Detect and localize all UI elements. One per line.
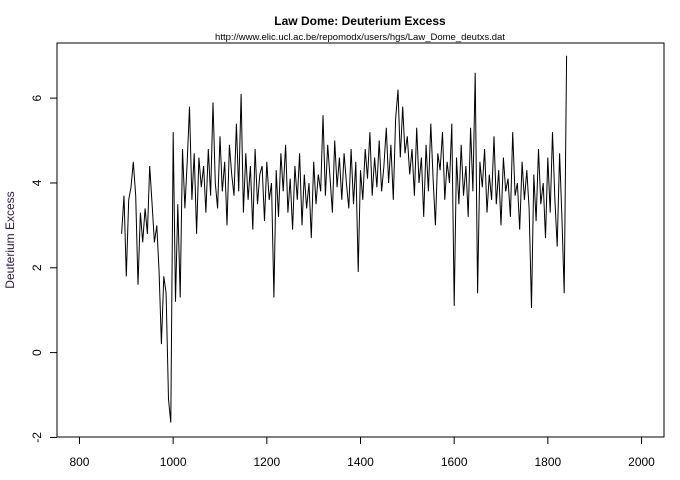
x-tick-label: 2000 [628, 455, 655, 469]
x-axis: 800 1000 1200 1400 1600 1800 2000 [69, 436, 655, 469]
y-tick-label: 4 [30, 179, 44, 186]
x-tick-label: 1200 [253, 455, 280, 469]
chart-title: Law Dome: Deuterium Excess [274, 14, 446, 28]
y-tick-label: 2 [30, 264, 44, 271]
plot-box [56, 42, 665, 438]
x-tick-label: 800 [69, 455, 89, 469]
series-line [121, 55, 568, 423]
y-tick-label: 6 [30, 94, 44, 101]
y-axis: -2 0 2 4 6 [30, 94, 57, 443]
x-tick-label: 1600 [441, 455, 468, 469]
series-group [121, 55, 568, 423]
x-tick-label: 1800 [534, 455, 561, 469]
chart-subtitle: http://www.elic.ucl.ac.be/repomodx/users… [215, 32, 505, 43]
y-tick-label: 0 [30, 349, 44, 356]
y-axis-label: Deuterium Excess [3, 191, 17, 288]
x-tick-label: 1000 [160, 455, 187, 469]
x-tick-label: 1400 [347, 455, 374, 469]
y-tick-label: -2 [30, 432, 44, 443]
